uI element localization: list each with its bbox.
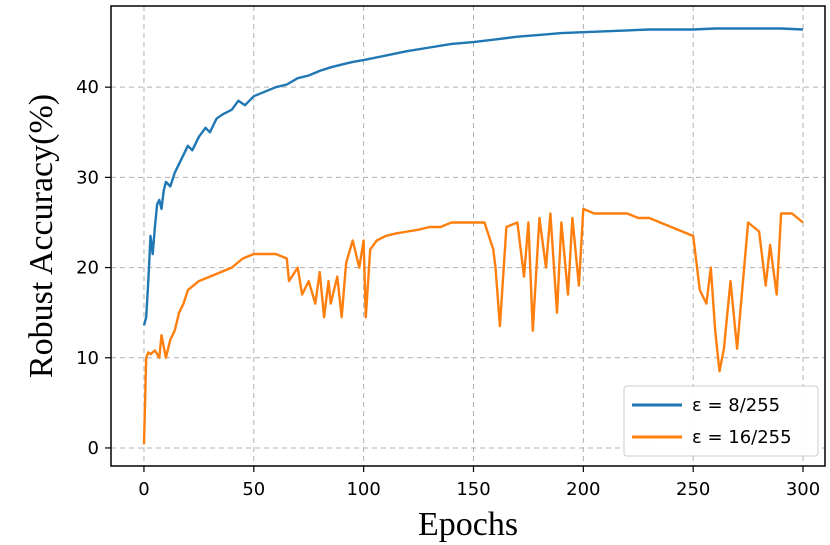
series-line-1 (142, 27, 804, 326)
y-tick-label: 20 (76, 258, 99, 279)
x-tick-label: 200 (566, 479, 600, 500)
y-axis-title: Robust Accuracy(%) (23, 94, 60, 378)
y-tick-label: 40 (76, 77, 99, 98)
y-tick-label: 0 (88, 438, 99, 459)
legend: ε = 8/255 ε = 16/255 (623, 385, 819, 457)
x-axis-title: Epochs (418, 506, 518, 543)
plot-layer (142, 27, 804, 445)
legend-label-series-1: ε = 8/255 (692, 395, 780, 416)
y-tick-label: 30 (76, 167, 99, 188)
grid-layer (111, 6, 825, 466)
tick-layer: 0 50 100 150 200 250 300 0 10 20 30 40 (76, 77, 820, 500)
plot-frame (110, 5, 826, 467)
x-tick-label: 50 (242, 479, 265, 500)
x-tick-label: 150 (456, 479, 490, 500)
x-tick-label: 300 (786, 479, 820, 500)
x-tick-label: 250 (676, 479, 710, 500)
x-tick-label: 0 (138, 479, 149, 500)
series-line-2 (142, 207, 804, 445)
y-tick-label: 10 (76, 348, 99, 369)
x-tick-label: 100 (346, 479, 380, 500)
legend-label-series-2: ε = 16/255 (692, 427, 792, 448)
